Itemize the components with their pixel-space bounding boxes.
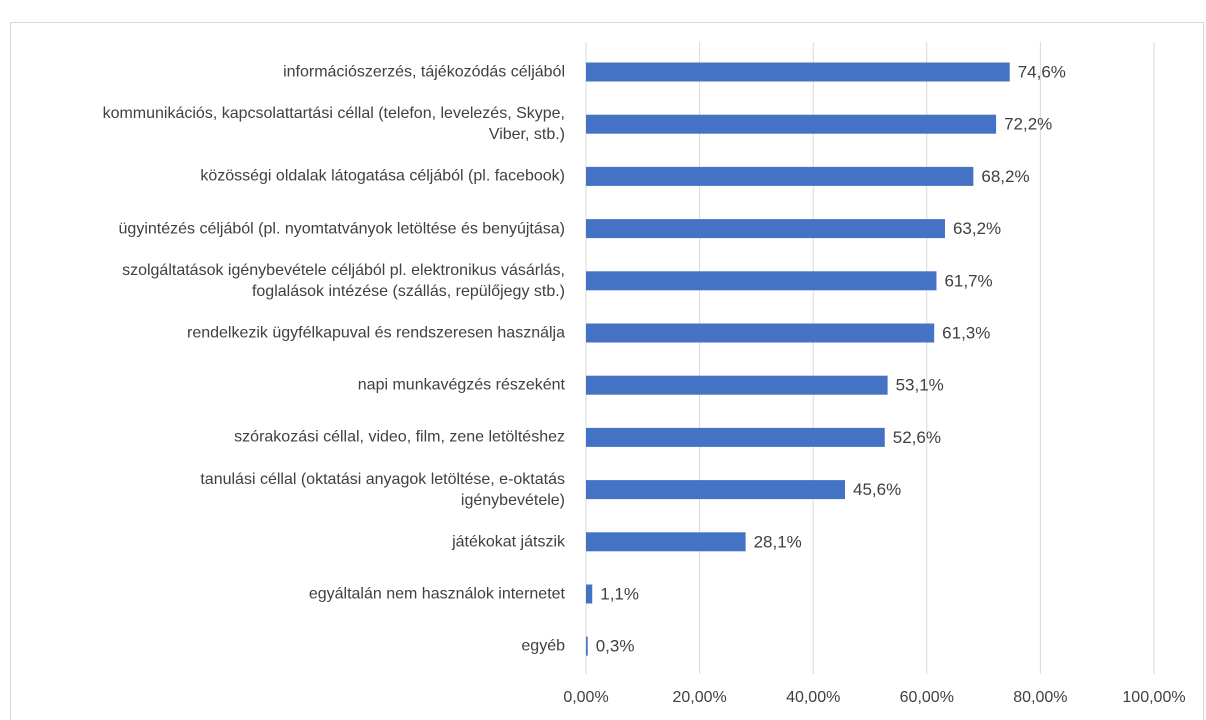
category-label: ügyintézés céljából (pl. nyomtatványok l… bbox=[118, 220, 565, 238]
x-tick-label: 0,00% bbox=[563, 689, 608, 706]
x-tick-label: 80,00% bbox=[1013, 689, 1067, 706]
bar bbox=[586, 375, 888, 395]
bar bbox=[586, 114, 997, 134]
category-label: szolgáltatások igénybevétele céljából pl… bbox=[122, 261, 565, 300]
x-tick-label: 20,00% bbox=[672, 689, 726, 706]
category-label: rendelkezik ügyfélkapuval és rendszerese… bbox=[187, 324, 565, 342]
value-label: 52,6% bbox=[893, 428, 941, 447]
category-label: tanulási céllal (oktatási anyagok letölt… bbox=[200, 470, 565, 509]
value-label: 72,2% bbox=[1004, 115, 1052, 134]
value-label: 53,1% bbox=[896, 376, 944, 395]
value-label: 1,1% bbox=[600, 584, 639, 603]
value-label: 63,2% bbox=[953, 219, 1001, 238]
category-label: egyéb bbox=[521, 637, 565, 655]
value-label: 0,3% bbox=[596, 637, 635, 656]
x-tick-label: 40,00% bbox=[786, 689, 840, 706]
bar bbox=[586, 271, 937, 291]
bar bbox=[586, 62, 1010, 82]
category-label: szórakozási céllal, video, film, zene le… bbox=[234, 428, 565, 446]
bar bbox=[586, 166, 974, 186]
value-label: 68,2% bbox=[981, 167, 1029, 186]
category-label: információszerzés, tájékozódás céljából bbox=[283, 63, 565, 81]
x-tick-label: 100,00% bbox=[1122, 689, 1185, 706]
chart-frame bbox=[10, 22, 1204, 720]
category-label: napi munkavégzés részeként bbox=[357, 376, 565, 394]
category-label: játékokat játszik bbox=[452, 533, 565, 551]
bar bbox=[586, 323, 935, 343]
category-label: közösségi oldalak látogatása céljából (p… bbox=[200, 167, 565, 185]
value-label: 28,1% bbox=[754, 532, 802, 551]
bar bbox=[586, 584, 593, 604]
category-label: egyáltalán nem használok internetet bbox=[308, 585, 565, 603]
value-label: 61,7% bbox=[944, 271, 992, 290]
value-label: 74,6% bbox=[1018, 62, 1066, 81]
bar bbox=[586, 532, 746, 552]
bar bbox=[586, 480, 846, 500]
x-tick-label: 60,00% bbox=[900, 689, 954, 706]
bar bbox=[586, 219, 945, 239]
value-label: 45,6% bbox=[853, 480, 901, 499]
value-label: 61,3% bbox=[942, 323, 990, 342]
bar bbox=[586, 636, 588, 656]
category-label: kommunikációs, kapcsolattartási céllal (… bbox=[102, 105, 565, 144]
bar bbox=[586, 427, 885, 447]
